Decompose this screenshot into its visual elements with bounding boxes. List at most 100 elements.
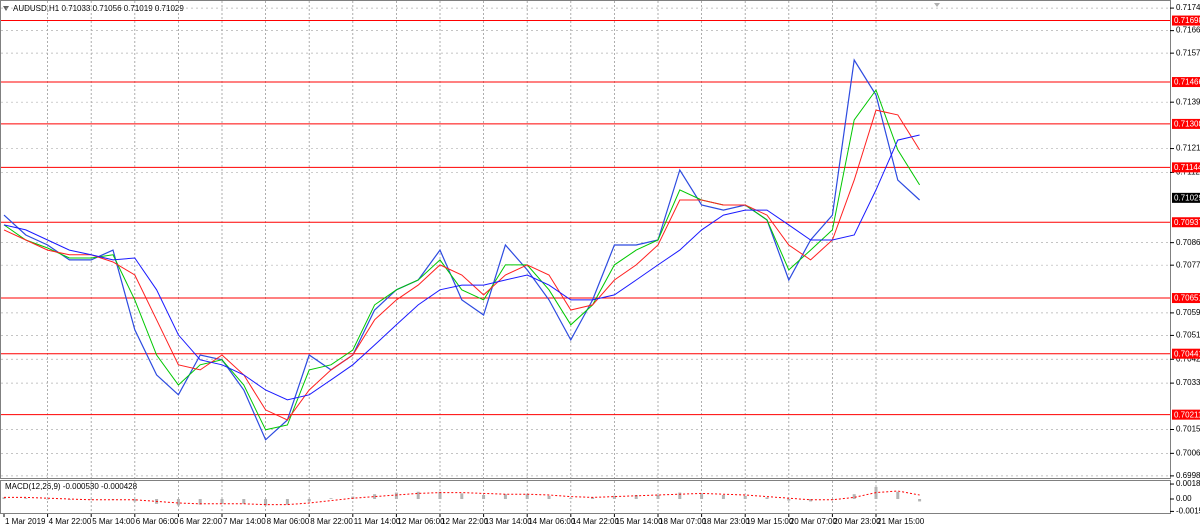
histogram-bar	[678, 492, 682, 500]
histogram-bar	[198, 499, 202, 505]
moving-average	[3, 134, 920, 401]
level-tag-label: 0.70937	[1174, 218, 1200, 227]
x-tick-label: 19 Mar 15:00	[746, 517, 794, 526]
histogram-bar	[89, 499, 93, 500]
histogram-bar	[24, 498, 28, 500]
y-tick-label: 0.71575	[1176, 48, 1200, 57]
moving-average	[3, 109, 921, 421]
histogram-bar	[438, 491, 442, 500]
x-tick-label: 8 Mar 22:00	[310, 517, 353, 526]
histogram-bar	[656, 494, 660, 500]
histogram-bar	[460, 493, 464, 500]
moving-average	[3, 88, 921, 431]
histogram-bar	[394, 492, 398, 500]
histogram-bar	[503, 494, 507, 500]
level-tag	[1172, 348, 1200, 359]
level-tag-label: 0.71144	[1174, 163, 1200, 172]
price-tag-label: 0.71029	[1174, 193, 1200, 202]
histogram-bar	[634, 494, 638, 500]
histogram-bar	[743, 495, 747, 500]
histogram-bar	[547, 495, 551, 500]
level-tag-label: 0.71466	[1174, 78, 1200, 87]
histogram-bar	[918, 499, 922, 502]
level-tag-label: 0.70211	[1174, 410, 1200, 419]
level-tag-label: 0.71698	[1174, 16, 1200, 25]
chart-title: AUDUSD,H1 0.71033 0.71056 0.71019 0.7102…	[13, 4, 184, 13]
histogram-bar	[242, 499, 246, 504]
histogram-bar	[482, 494, 486, 500]
macd-title: MACD(12,26,9) -0.000530 -0.000428	[5, 482, 138, 491]
price-tag	[1172, 192, 1200, 203]
level-tag	[1172, 162, 1200, 173]
level-tag	[1172, 217, 1200, 228]
histogram-bar	[765, 497, 769, 500]
x-tick-label: 18 Mar 23:00	[703, 517, 751, 526]
histogram-bar	[569, 498, 573, 500]
x-tick-label: 12 Mar 06:00	[397, 517, 445, 526]
x-tick-label: 13 Mar 14:00	[485, 517, 533, 526]
macd-panel	[0, 480, 1171, 514]
x-tick-label: 15 Mar 14:00	[615, 517, 663, 526]
x-tick-label: 6 Mar 06:00	[136, 517, 179, 526]
signal-line	[4, 490, 920, 506]
histogram-bar	[896, 491, 900, 500]
x-tick-label: 21 Mar 15:00	[877, 517, 925, 526]
level-tag	[1172, 77, 1200, 88]
histogram-bar	[220, 499, 224, 504]
histogram-bar	[809, 499, 813, 502]
histogram-bar	[46, 499, 50, 500]
histogram-bar	[2, 497, 6, 500]
level-tag-label: 0.71308	[1174, 120, 1200, 129]
symbol-icon	[3, 6, 9, 11]
level-tag-label: 0.70441	[1174, 349, 1200, 358]
level-tag	[1172, 118, 1200, 129]
y-tick-label: 0.70155	[1176, 425, 1200, 434]
level-tag	[1172, 409, 1200, 420]
histogram-bar	[111, 499, 115, 500]
histogram-bar	[307, 499, 311, 502]
y-tick-label: 0.71215	[1176, 144, 1200, 153]
x-tick-label: 4 Mar 22:00	[49, 517, 92, 526]
x-tick-label: 14 Mar 06:00	[528, 517, 576, 526]
y-tick-label: 0.00	[1176, 494, 1192, 503]
histogram-bar	[787, 499, 791, 501]
level-tag	[1172, 293, 1200, 304]
x-tick-label: 5 Mar 14:00	[92, 517, 135, 526]
histogram-bar	[416, 491, 420, 500]
histogram-bar	[373, 494, 377, 500]
x-tick-label: 11 Mar 14:00	[354, 517, 401, 526]
y-tick-label: 0.70595	[1176, 308, 1200, 317]
y-tick-label: 0.71745	[1176, 3, 1200, 12]
y-tick-label: -0.001541	[1176, 507, 1200, 516]
histogram-bar	[700, 493, 704, 500]
histogram-bar	[285, 499, 289, 505]
level-tag-label: 0.70651	[1174, 294, 1200, 303]
x-tick-label: 7 Mar 14:00	[223, 517, 266, 526]
level-tag	[1172, 15, 1200, 26]
x-tick-label: 12 Mar 22:00	[441, 517, 489, 526]
x-tick-label: 8 Mar 06:00	[267, 517, 310, 526]
histogram-bar	[133, 499, 137, 502]
x-tick-label: 6 Mar 22:00	[179, 517, 222, 526]
shift-marker	[934, 3, 940, 7]
x-tick-label: 20 Mar 07:00	[790, 517, 838, 526]
histogram-bar	[591, 497, 595, 500]
histogram-bar	[176, 499, 180, 506]
main-panel	[0, 0, 1171, 479]
y-tick-label: 0.001862	[1176, 479, 1200, 488]
x-tick-label: 20 Mar 23:00	[833, 517, 881, 526]
y-tick-label: 0.70065	[1176, 448, 1200, 457]
x-tick-label: 18 Mar 07:00	[659, 517, 707, 526]
histogram-bar	[612, 495, 616, 500]
histogram-bar	[525, 494, 529, 500]
histogram-bar	[852, 494, 856, 500]
x-tick-label: 14 Mar 22:00	[572, 517, 620, 526]
histogram-bar	[721, 494, 725, 500]
